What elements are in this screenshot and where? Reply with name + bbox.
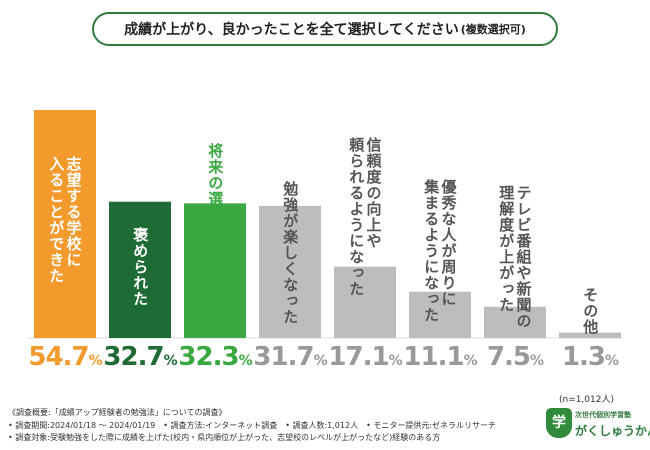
sample-size-note: (n=1,012人) xyxy=(558,395,614,405)
bar-category-label: テレビ番組や新聞の 理解度が上がった xyxy=(497,185,533,329)
bar-value-label: 17.1% xyxy=(327,342,403,372)
chart-title-box: 成績が上がり、良かったことを全て選択してください (複数選択可) xyxy=(92,12,558,46)
company-logo: 学 次世代個別学習塾 がくしゅうかん xyxy=(546,404,650,444)
bar-category-label: その他 xyxy=(581,287,600,335)
chart-title: 成績が上がり、良かったことを全て選択してください xyxy=(124,22,459,38)
bar-value-number: 32.3 xyxy=(178,342,239,372)
bar-value-label: 11.1% xyxy=(402,342,478,372)
bar-value-unit: % xyxy=(388,353,403,369)
bar-category-label: 信頼度の向上や 頼られるようになった xyxy=(347,136,383,297)
bar-value-unit: % xyxy=(313,353,328,369)
bar-value-unit: % xyxy=(163,353,178,369)
logo-tagline: 次世代個別学習塾 xyxy=(575,411,631,419)
bar-4 xyxy=(259,205,321,338)
bar-category-label: 志望する学校に 入ることができた xyxy=(47,156,83,284)
bar-value-unit: % xyxy=(530,353,544,369)
survey-note-period: • 調査期間:2024/01/18 〜 2024/01/19 • 調査方法:イン… xyxy=(8,420,497,430)
logo-mark: 学 xyxy=(546,408,572,438)
bar-value-label: 7.5% xyxy=(477,342,553,372)
survey-note-heading: 《調査概要:「成績アップ経験者の勉強法」についての調査》 xyxy=(8,408,227,417)
bar-value-number: 32.7 xyxy=(103,342,164,372)
bar-value-label: 32.7% xyxy=(102,342,178,372)
bar-value-number: 17.1 xyxy=(328,342,389,372)
bar-value-label: 31.7% xyxy=(252,342,328,372)
bar-value-unit: % xyxy=(605,353,619,369)
bar-category-label: 将来の選択肢が広がった xyxy=(206,143,225,319)
bar-value-label: 1.3% xyxy=(552,342,628,372)
bar-value-label: 54.7% xyxy=(27,342,103,372)
bar-value-number: 7.5 xyxy=(486,342,531,372)
bar-value-number: 54.7 xyxy=(28,342,89,372)
bar-3 xyxy=(184,203,246,338)
bar-8 xyxy=(559,332,621,338)
bar-value-number: 31.7 xyxy=(253,342,314,372)
bar-value-number: 11.1 xyxy=(403,342,464,372)
bar-value-unit: % xyxy=(88,353,103,369)
bar-chart xyxy=(28,110,622,339)
bar-category-label: 優秀な人が周りに 集まるようになった xyxy=(422,178,458,323)
bar-category-label: 褒められた xyxy=(131,227,150,308)
bar-value-unit: % xyxy=(238,353,253,369)
bar-value-number: 1.3 xyxy=(561,342,606,372)
bar-value-unit: % xyxy=(463,353,478,369)
bar-2 xyxy=(109,201,171,338)
logo-name: がくしゅうかん xyxy=(575,424,650,438)
bar-5 xyxy=(334,266,396,338)
bar-value-label: 32.3% xyxy=(177,342,253,372)
survey-note-target: • 調査対象:受験勉強をした際に成績を上げた(校内・県内順位が上がった、志望校の… xyxy=(8,433,441,442)
bar-1 xyxy=(34,110,96,338)
bar-7 xyxy=(484,306,546,338)
chart-title-suffix: (複数選択可) xyxy=(460,23,526,36)
bar-6 xyxy=(409,291,471,338)
bar-category-label: 勉強が楽しくなった xyxy=(281,181,300,325)
survey-notes: 《調査概要:「成績アップ経験者の勉強法」についての調査》 • 調査期間:2024… xyxy=(8,407,496,445)
